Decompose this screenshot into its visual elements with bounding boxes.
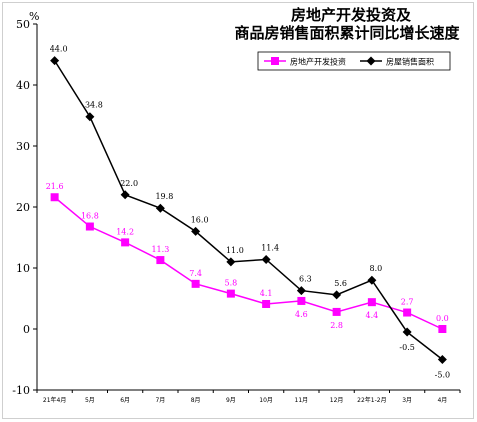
legend: 房地产开发投资 房屋销售面积 [257, 51, 451, 71]
y-tick-label: 50 [16, 18, 30, 31]
data-point [262, 299, 271, 308]
y-tick-label: 20 [16, 201, 30, 214]
data-label: 11.3 [151, 245, 169, 254]
data-label: 4.4 [366, 311, 379, 320]
legend-box [257, 51, 451, 71]
data-label: -5.0 [435, 371, 450, 380]
data-label: 8.0 [370, 264, 383, 273]
x-tick-label: 11月 [295, 397, 309, 404]
data-label: 11.0 [226, 246, 244, 255]
data-label: -0.5 [399, 343, 414, 352]
data-point [50, 56, 60, 66]
data-point [437, 355, 447, 364]
chart-frame [2, 2, 474, 419]
data-point [403, 308, 412, 317]
series-layer: 21.6 16.8 14.2 11.3 7.4 5.8 4.1 4.6 2.8 4.4 2.7 0.0… [46, 45, 450, 380]
series-investment: 21.6 16.8 14.2 11.3 7.4 5.8 4.1 4.6 2.8 4.4 2.7 0.0 [46, 182, 449, 333]
chart-title-line-1: 房地产开发投资及 [290, 6, 411, 24]
data-label: 7.4 [189, 269, 202, 278]
data-label: 11.4 [261, 243, 279, 252]
y-tick-label: -10 [12, 384, 30, 397]
x-tick-label: 9月 [226, 397, 236, 404]
axes: -10 0 10 20 30 40 50 21年4月 5月 6月 7月 8月 9月 10月 11月 12月 22… [12, 18, 461, 404]
x-tick-label: 12月 [330, 397, 344, 404]
data-label: 21.6 [46, 182, 64, 191]
data-point [332, 307, 341, 316]
x-tick-label: 5月 [85, 397, 95, 404]
data-point [296, 286, 306, 296]
series-line [54, 196, 443, 330]
data-label: 4.6 [295, 310, 308, 319]
data-point [121, 238, 130, 247]
y-tick-label: 10 [16, 262, 30, 275]
data-label: 2.8 [330, 321, 343, 330]
data-point [332, 290, 342, 300]
x-tick-label: 6月 [120, 397, 130, 404]
data-label: 6.3 [299, 275, 312, 284]
data-point [85, 112, 95, 122]
data-label: 44.0 [50, 45, 68, 54]
data-point [261, 254, 271, 264]
data-point [226, 257, 236, 267]
data-label: 5.6 [334, 279, 347, 288]
y-tick-label: 0 [23, 323, 30, 336]
legend-marker [366, 56, 376, 66]
x-tick-label: 21年4月 [43, 396, 66, 404]
data-label: 0.0 [436, 314, 449, 323]
data-label: 22.0 [120, 179, 138, 188]
y-tick-label: 40 [16, 79, 30, 92]
data-point [156, 256, 165, 265]
data-label: 16.0 [191, 215, 209, 224]
data-point [191, 226, 201, 236]
data-point [367, 298, 376, 307]
data-point [438, 325, 447, 333]
legend-entry: 房屋销售面积 [360, 56, 434, 67]
y-axis-unit: % [29, 10, 39, 23]
data-point [50, 193, 59, 202]
legend-label: 房屋销售面积 [386, 57, 434, 67]
x-tick-label: 7月 [155, 397, 165, 404]
data-point [402, 327, 412, 337]
data-label: 5.8 [225, 279, 238, 288]
data-point [367, 275, 377, 285]
series-line [53, 60, 443, 361]
data-point [85, 222, 94, 231]
data-point [191, 279, 200, 288]
x-tick-label: 3月 [402, 397, 412, 404]
x-tick-label: 4月 [437, 397, 447, 404]
data-label: 16.8 [81, 212, 99, 221]
data-point [226, 289, 235, 298]
data-label: 4.1 [260, 289, 273, 298]
legend-marker [271, 57, 279, 65]
series-sales-area: 44.0 34.8 22.0 19.8 16.0 11.0 11.4 6.3 5.6 8.0 -0.… [50, 45, 450, 380]
x-tick-label: 10月 [259, 397, 273, 404]
y-tick-label: 30 [16, 140, 30, 153]
data-label: 2.7 [401, 298, 414, 307]
chart-title-line-2: 商品房销售面积累计同比增长速度 [234, 24, 460, 42]
x-tick-label: 8月 [191, 397, 201, 404]
data-point [297, 296, 306, 305]
data-point [155, 203, 165, 213]
x-tick-label: 22年1-2月 [357, 396, 386, 404]
data-point [120, 190, 130, 200]
data-label: 34.8 [85, 101, 103, 110]
legend-label: 房地产开发投资 [290, 57, 346, 67]
legend-entry: 房地产开发投资 [264, 57, 346, 67]
data-label: 14.2 [116, 227, 134, 236]
data-label: 19.8 [155, 192, 173, 201]
